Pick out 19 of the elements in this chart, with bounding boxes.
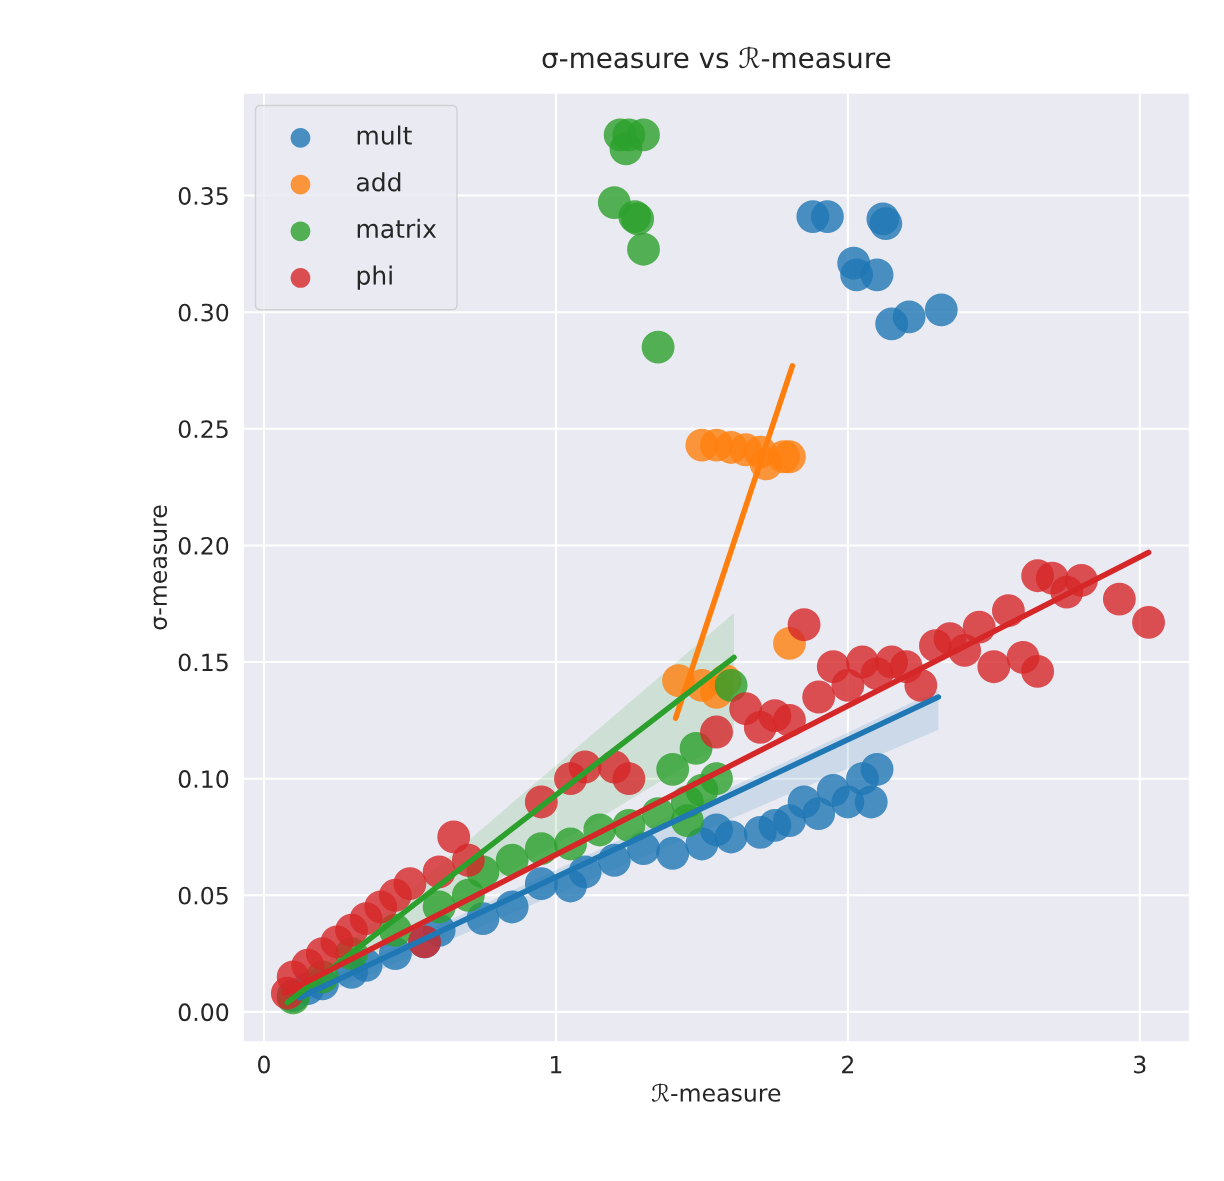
legend-label: phi xyxy=(357,265,392,290)
y-axis-title: σ-measure xyxy=(153,505,168,630)
x-tick-label: 1 xyxy=(551,1055,562,1074)
x-tick-label: 0 xyxy=(258,1055,270,1074)
y-tick-label: 0.35 xyxy=(178,187,228,205)
y-tick-label: 0.05 xyxy=(178,886,228,905)
legend-label: add xyxy=(356,172,401,192)
x-tick-label: 2 xyxy=(842,1055,854,1074)
legend-label: mult xyxy=(357,125,412,145)
y-tick-label: 0.25 xyxy=(178,420,228,439)
x-axis-title: ℛ-measure xyxy=(651,1083,781,1102)
y-tick-label: 0.20 xyxy=(178,536,229,555)
chart-title: σ-measure vs ℛ-measure xyxy=(542,46,891,69)
x-tick-label: 3 xyxy=(1134,1055,1146,1074)
y-tick-label: 0.10 xyxy=(178,770,229,788)
legend-label: matrix xyxy=(357,218,437,239)
y-tick-label: 0.00 xyxy=(178,1003,229,1022)
y-tick-label: 0.15 xyxy=(178,653,228,672)
y-tick-label: 0.30 xyxy=(178,303,229,322)
